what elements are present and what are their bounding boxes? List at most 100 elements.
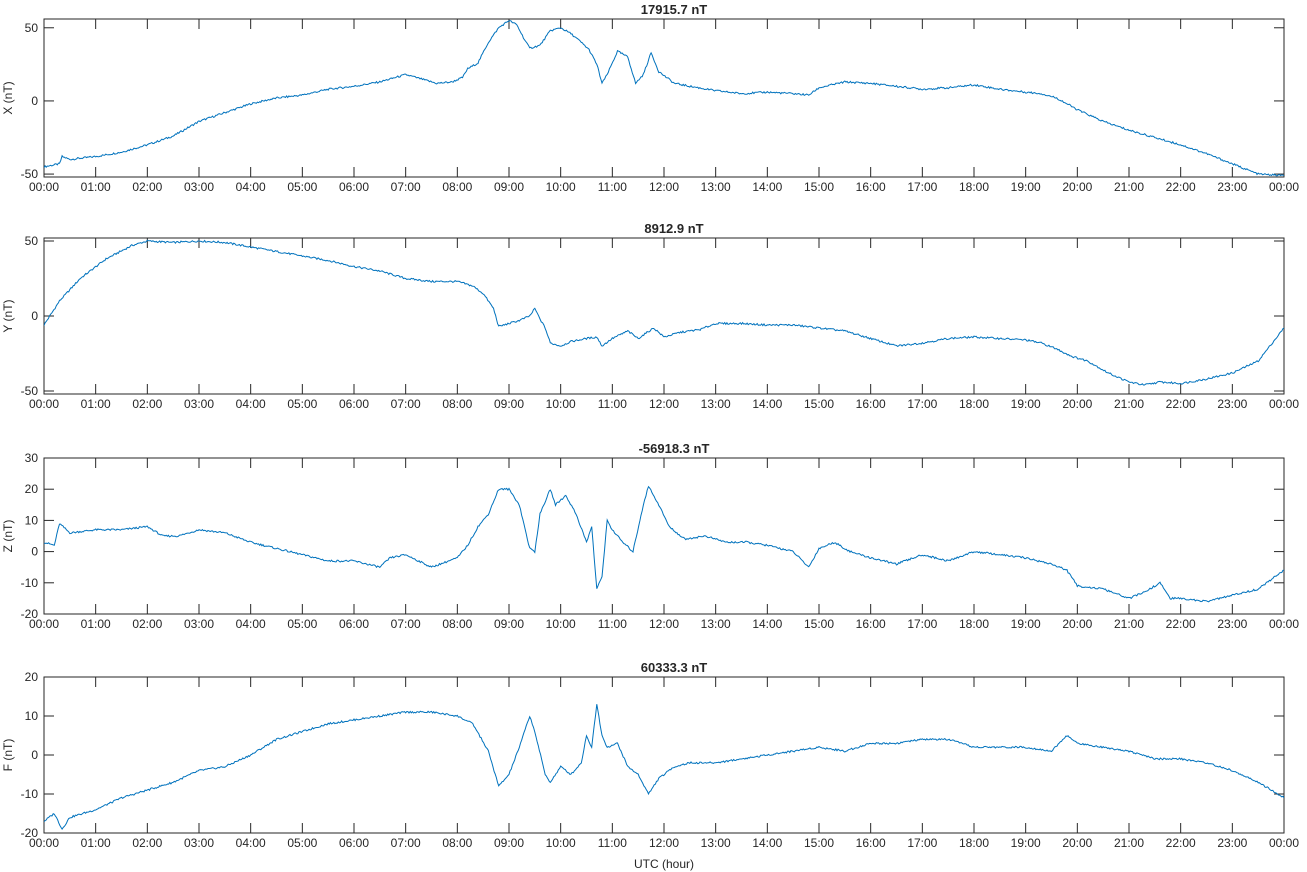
x-tick-label: 12:00 (649, 836, 679, 850)
series-line (44, 239, 1284, 386)
y-tick-label: 0 (31, 545, 38, 559)
x-tick-label: 09:00 (494, 617, 524, 631)
series-line (44, 704, 1284, 831)
x-tick-label: 10:00 (546, 397, 576, 411)
x-tick-label: 10:00 (546, 617, 576, 631)
x-tick-label: 19:00 (1011, 836, 1041, 850)
x-tick-label: 17:00 (907, 836, 937, 850)
y-tick-label: 10 (25, 709, 39, 723)
y-tick-label: -10 (21, 787, 39, 801)
panel-title: 60333.3 nT (641, 660, 708, 675)
series-line (44, 485, 1284, 603)
x-tick-label: 11:00 (598, 836, 627, 850)
y-tick-label: 0 (31, 94, 38, 108)
y-tick-label: -50 (21, 167, 39, 181)
axes-box (43, 676, 1285, 834)
x-tick-label: 17:00 (907, 397, 937, 411)
y-tick-label: -10 (21, 576, 39, 590)
panel-title: -56918.3 nT (639, 441, 710, 456)
x-tick-label: 13:00 (701, 397, 731, 411)
x-tick-label: 13:00 (701, 617, 731, 631)
y-tick-label: -50 (21, 384, 39, 398)
x-tick-label: 07:00 (391, 836, 421, 850)
x-tick-label: 06:00 (339, 397, 369, 411)
x-tick-label: 16:00 (856, 617, 886, 631)
y-tick-label: 0 (31, 748, 38, 762)
x-tick-label: 17:00 (907, 180, 937, 194)
x-tick-label: 16:00 (856, 180, 886, 194)
x-tick-label: 05:00 (287, 617, 317, 631)
x-tick-label: 00:00 (29, 836, 59, 850)
x-tick-label: 15:00 (804, 397, 834, 411)
x-tick-label: 21:00 (1114, 836, 1144, 850)
x-tick-label: 04:00 (236, 397, 266, 411)
panel-y: 00:00 01:00 02:00 03:00 04:00 05:00 06:00 07:00… (1, 221, 1299, 411)
y-tick-label: -20 (21, 826, 39, 840)
x-tick-label: 08:00 (442, 180, 472, 194)
y-axis-label: X (nT) (1, 81, 15, 114)
x-tick-label: 01:00 (81, 836, 111, 850)
x-tick-label: 02:00 (132, 180, 162, 194)
x-tick-label: 12:00 (649, 180, 679, 194)
x-tick-label: 00:00 (1269, 180, 1299, 194)
x-tick-label: 23:00 (1217, 617, 1247, 631)
x-tick-label: 12:00 (649, 617, 679, 631)
x-tick-label: 05:00 (287, 397, 317, 411)
x-tick-label: 00:00 (1269, 617, 1299, 631)
x-tick-label: 02:00 (132, 617, 162, 631)
x-tick-label: 20:00 (1062, 836, 1092, 850)
x-tick-label: 10:00 (546, 180, 576, 194)
y-tick-label: 0 (31, 309, 38, 323)
panel-f: 00:00 01:00 02:00 03:00 04:00 05:00 06:00 07:00… (1, 660, 1299, 871)
x-tick-label: 00:00 (29, 180, 59, 194)
x-tick-label: 01:00 (81, 180, 111, 194)
x-tick-label: 04:00 (236, 180, 266, 194)
x-tick-label: 05:00 (287, 180, 317, 194)
x-tick-label: 06:00 (339, 180, 369, 194)
x-tick-label: 19:00 (1011, 397, 1041, 411)
x-tick-label: 18:00 (959, 180, 989, 194)
x-tick-label: 14:00 (752, 180, 782, 194)
x-tick-label: 14:00 (752, 836, 782, 850)
x-tick-label: 07:00 (391, 397, 421, 411)
x-tick-label: 12:00 (649, 397, 679, 411)
x-tick-label: 07:00 (391, 180, 421, 194)
x-tick-label: 21:00 (1114, 180, 1144, 194)
x-tick-label: 15:00 (804, 180, 834, 194)
x-tick-label: 07:00 (391, 617, 421, 631)
x-tick-label: 00:00 (1269, 397, 1299, 411)
x-tick-label: 22:00 (1166, 397, 1196, 411)
x-tick-label: 21:00 (1114, 397, 1144, 411)
x-tick-label: 23:00 (1217, 180, 1247, 194)
x-tick-label: 19:00 (1011, 617, 1041, 631)
x-tick-label: 11:00 (598, 397, 627, 411)
x-tick-label: 00:00 (1269, 836, 1299, 850)
x-tick-label: 14:00 (752, 397, 782, 411)
y-axis-label: Y (nT) (1, 299, 15, 332)
x-tick-label: 16:00 (856, 397, 886, 411)
x-tick-label: 00:00 (29, 617, 59, 631)
x-tick-label: 22:00 (1166, 617, 1196, 631)
x-tick-label: 22:00 (1166, 836, 1196, 850)
y-tick-label: 50 (25, 234, 39, 248)
x-tick-label: 00:00 (29, 397, 59, 411)
x-tick-label: 19:00 (1011, 180, 1041, 194)
y-tick-label: 10 (25, 513, 39, 527)
x-tick-label: 01:00 (81, 397, 111, 411)
x-tick-label: 20:00 (1062, 617, 1092, 631)
y-tick-label: 30 (25, 451, 39, 465)
x-tick-label: 23:00 (1217, 397, 1247, 411)
x-tick-label: 05:00 (287, 836, 317, 850)
axes-box (43, 457, 1285, 615)
x-tick-label: 15:00 (804, 836, 834, 850)
x-tick-label: 08:00 (442, 617, 472, 631)
y-tick-label: -20 (21, 607, 39, 621)
x-axis-label: UTC (hour) (634, 857, 694, 871)
x-tick-label: 06:00 (339, 617, 369, 631)
x-tick-label: 10:00 (546, 836, 576, 850)
x-tick-label: 15:00 (804, 617, 834, 631)
x-tick-label: 08:00 (442, 397, 472, 411)
x-tick-label: 09:00 (494, 397, 524, 411)
axes-box (43, 237, 1285, 395)
x-tick-label: 14:00 (752, 617, 782, 631)
